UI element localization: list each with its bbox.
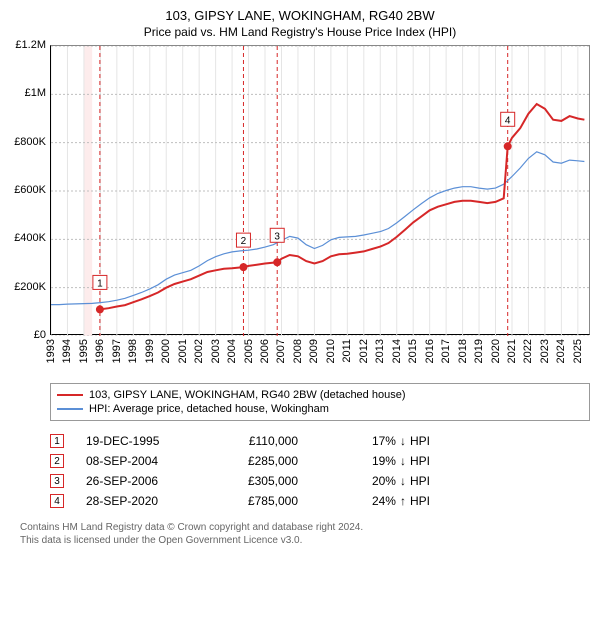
event-price: £785,000 — [218, 494, 298, 508]
legend-label: 103, GIPSY LANE, WOKINGHAM, RG40 2BW (de… — [89, 389, 405, 401]
event-row: 4 28-SEP-2020 £785,000 24%↑HPI — [50, 491, 590, 511]
x-tick-label: 1999 — [144, 339, 156, 363]
x-tick-label: 2006 — [259, 339, 271, 363]
y-tick-label: £400K — [14, 232, 46, 244]
x-tick-label: 1994 — [61, 339, 73, 363]
event-row: 3 26-SEP-2006 £305,000 20%↓HPI — [50, 471, 590, 491]
x-axis: 1993199419951996199719981999200020012002… — [50, 335, 590, 375]
event-pct: 17%↓HPI — [320, 434, 430, 448]
footer: Contains HM Land Registry data © Crown c… — [20, 521, 580, 547]
y-tick-label: £600K — [14, 184, 46, 196]
x-tick-label: 2018 — [457, 339, 469, 363]
x-tick-label: 2017 — [440, 339, 452, 363]
event-price: £110,000 — [218, 434, 298, 448]
title-sub: Price paid vs. HM Land Registry's House … — [10, 25, 590, 39]
events-table: 1 19-DEC-1995 £110,000 17%↓HPI 2 08-SEP-2004 £… — [50, 431, 590, 511]
event-price: £305,000 — [218, 474, 298, 488]
x-tick-label: 2010 — [325, 339, 337, 363]
x-tick-label: 2022 — [522, 339, 534, 363]
event-row: 2 08-SEP-2004 £285,000 19%↓HPI — [50, 451, 590, 471]
x-tick-label: 2011 — [341, 339, 353, 363]
x-tick-label: 2007 — [275, 339, 287, 363]
event-marker: 2 — [50, 454, 64, 468]
y-axis: £0£200K£400K£600K£800K£1M£1.2M — [10, 45, 50, 335]
x-tick-label: 2002 — [193, 339, 205, 363]
x-tick-label: 2016 — [424, 339, 436, 363]
x-tick-label: 2020 — [490, 339, 502, 363]
event-date: 28-SEP-2020 — [86, 494, 196, 508]
chart-area: £0£200K£400K£600K£800K£1M£1.2M 1234 1993… — [10, 45, 590, 375]
svg-text:2: 2 — [241, 236, 247, 247]
legend-swatch — [57, 394, 83, 396]
legend-item: HPI: Average price, detached house, Woki… — [57, 402, 583, 416]
x-tick-label: 2019 — [473, 339, 485, 363]
x-tick-label: 1996 — [94, 339, 106, 363]
legend-swatch — [57, 408, 83, 410]
event-date: 26-SEP-2006 — [86, 474, 196, 488]
x-tick-label: 2008 — [292, 339, 304, 363]
x-tick-label: 2005 — [243, 339, 255, 363]
title-address: 103, GIPSY LANE, WOKINGHAM, RG40 2BW — [10, 8, 590, 23]
x-tick-label: 1993 — [45, 339, 57, 363]
x-tick-label: 2014 — [391, 339, 403, 363]
y-tick-label: £1M — [25, 87, 46, 99]
x-tick-label: 1998 — [127, 339, 139, 363]
event-pct: 19%↓HPI — [320, 454, 430, 468]
legend: 103, GIPSY LANE, WOKINGHAM, RG40 2BW (de… — [50, 383, 590, 421]
x-tick-label: 2009 — [308, 339, 320, 363]
event-date: 08-SEP-2004 — [86, 454, 196, 468]
x-tick-label: 2003 — [210, 339, 222, 363]
x-tick-label: 2013 — [374, 339, 386, 363]
legend-item: 103, GIPSY LANE, WOKINGHAM, RG40 2BW (de… — [57, 388, 583, 402]
y-tick-label: £200K — [14, 281, 46, 293]
y-tick-label: £800K — [14, 136, 46, 148]
x-tick-label: 2012 — [358, 339, 370, 363]
x-tick-label: 1995 — [78, 339, 90, 363]
x-tick-label: 2000 — [160, 339, 172, 363]
event-date: 19-DEC-1995 — [86, 434, 196, 448]
x-tick-label: 2025 — [572, 339, 584, 363]
x-tick-label: 2021 — [506, 339, 518, 363]
event-row: 1 19-DEC-1995 £110,000 17%↓HPI — [50, 431, 590, 451]
legend-label: HPI: Average price, detached house, Woki… — [89, 403, 329, 415]
svg-text:3: 3 — [274, 231, 280, 242]
event-marker: 1 — [50, 434, 64, 448]
x-tick-label: 2015 — [407, 339, 419, 363]
event-pct: 24%↑HPI — [320, 494, 430, 508]
event-marker: 4 — [50, 494, 64, 508]
chart-container: 103, GIPSY LANE, WOKINGHAM, RG40 2BW Pri… — [0, 0, 600, 553]
svg-text:1: 1 — [97, 278, 103, 289]
svg-text:4: 4 — [505, 115, 511, 126]
x-tick-label: 2001 — [177, 339, 189, 363]
x-tick-label: 2023 — [539, 339, 551, 363]
x-tick-label: 2024 — [555, 339, 567, 363]
footer-line: This data is licensed under the Open Gov… — [20, 534, 580, 547]
event-pct: 20%↓HPI — [320, 474, 430, 488]
event-marker: 3 — [50, 474, 64, 488]
footer-line: Contains HM Land Registry data © Crown c… — [20, 521, 580, 534]
event-price: £285,000 — [218, 454, 298, 468]
y-tick-label: £1.2M — [15, 39, 46, 51]
plot-area: 1 2 3 4 — [50, 45, 590, 335]
title-block: 103, GIPSY LANE, WOKINGHAM, RG40 2BW Pri… — [10, 8, 590, 39]
plot-svg: 1 2 3 4 — [51, 46, 591, 336]
x-tick-label: 1997 — [111, 339, 123, 363]
x-tick-label: 2004 — [226, 339, 238, 363]
